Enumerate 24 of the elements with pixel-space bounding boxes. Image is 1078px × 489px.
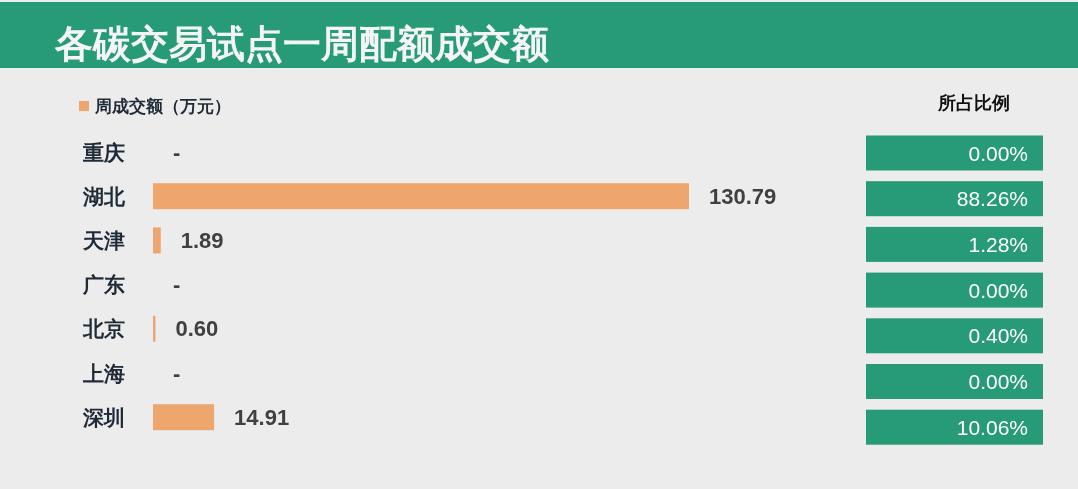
share-label: 0.00% xyxy=(968,141,1028,165)
share-label: 1.28% xyxy=(968,232,1028,256)
category-label: 深圳 xyxy=(83,405,125,429)
category-label: 重庆 xyxy=(83,140,125,164)
title: 各碳交易试点一周配额成交额 xyxy=(55,23,549,65)
category-label: 广东 xyxy=(83,273,125,297)
category-label: 北京 xyxy=(83,317,125,341)
share-label: 88.26% xyxy=(956,187,1028,211)
category-label: 湖北 xyxy=(83,184,125,208)
value-label: - xyxy=(173,272,181,298)
value-label: 1.89 xyxy=(180,227,224,253)
value-label: 14.91 xyxy=(234,404,290,430)
share-label: 0.00% xyxy=(968,370,1028,393)
value-label: 0.60 xyxy=(175,316,219,342)
share-label: 0.40% xyxy=(968,324,1028,348)
share-label: 10.06% xyxy=(956,415,1028,439)
column-title: 所占比例 xyxy=(938,93,1010,113)
legend-label: 周成交额（万元） xyxy=(95,96,231,116)
value-label: - xyxy=(173,139,181,165)
value-label: - xyxy=(173,360,181,386)
category-label: 天津 xyxy=(83,228,125,252)
share-label: 0.00% xyxy=(968,278,1028,302)
category-label: 上海 xyxy=(83,361,125,385)
value-label: 130.79 xyxy=(709,183,777,209)
